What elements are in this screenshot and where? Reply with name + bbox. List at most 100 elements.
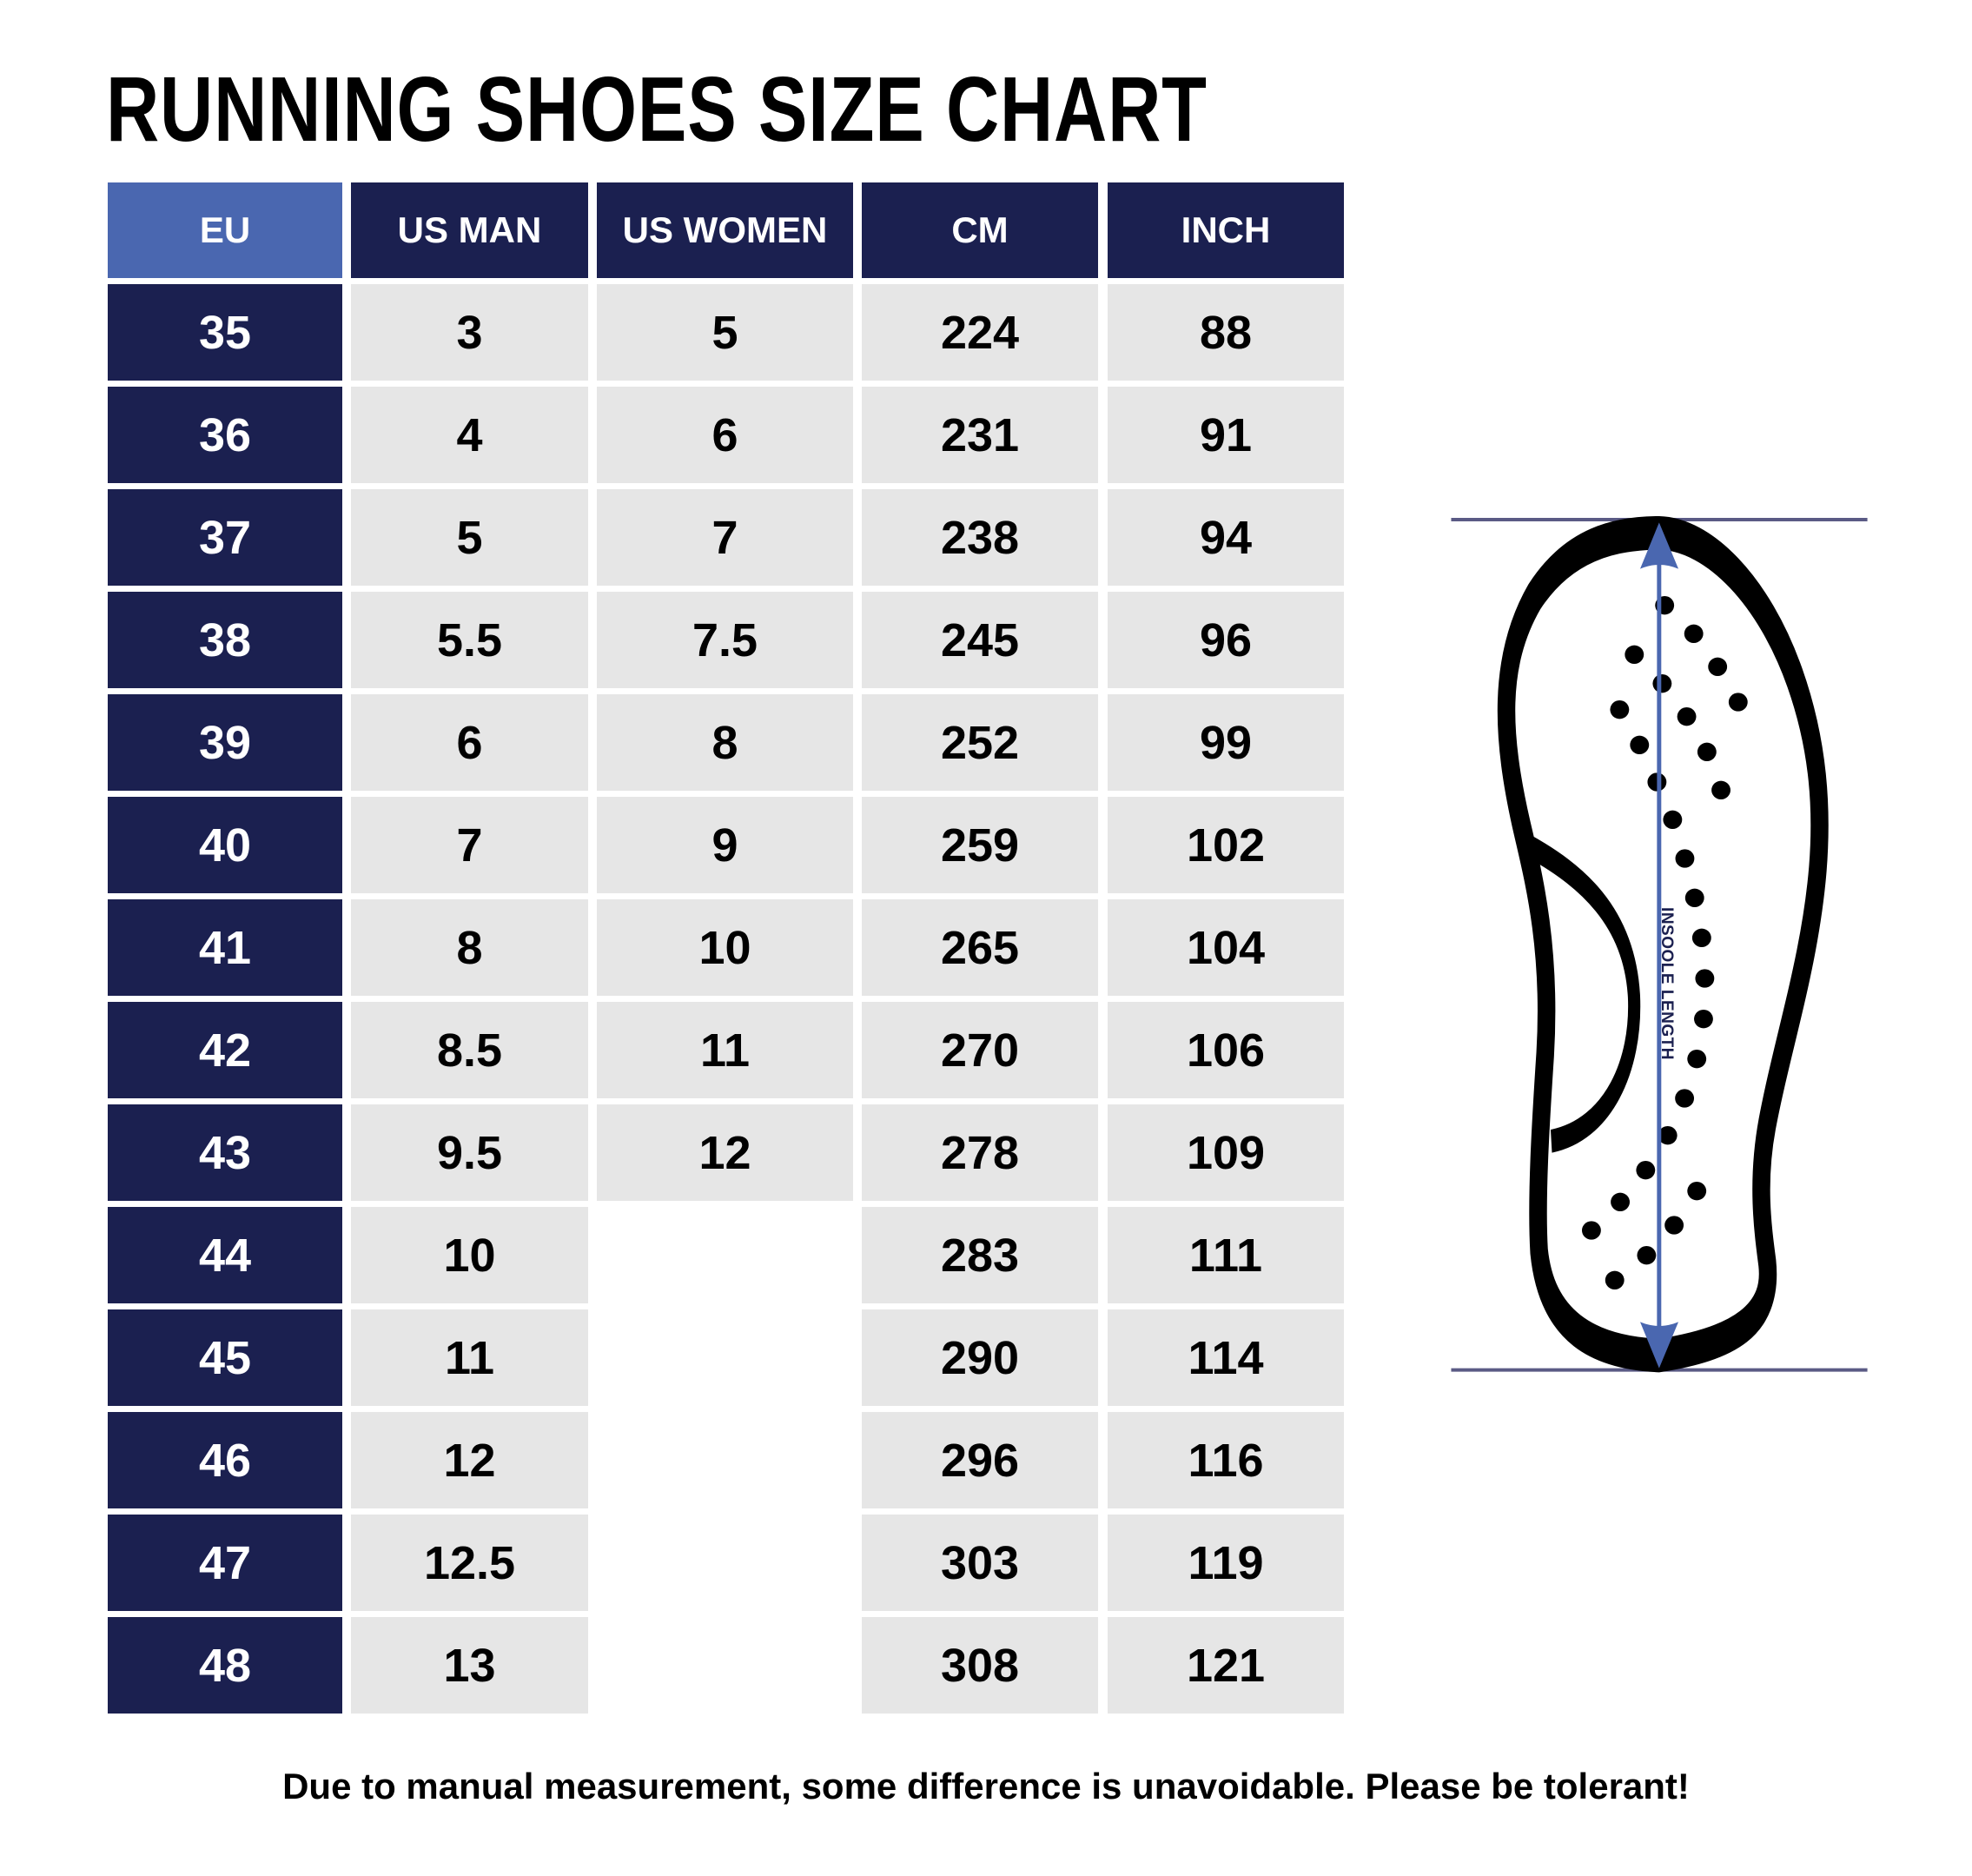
cell-cm: 224 (862, 284, 1098, 381)
cell-us-women: 6 (597, 387, 853, 483)
cell-inch: 111 (1108, 1207, 1344, 1303)
cell-us-man: 3 (351, 284, 588, 381)
insole-length-label: INSOOLE LENGTH (1658, 907, 1676, 1060)
insole-dot (1605, 1270, 1625, 1289)
cell-inch: 121 (1108, 1617, 1344, 1714)
insole-dot (1677, 707, 1697, 726)
insole-diagram (1451, 516, 1868, 1373)
cell-us-women (597, 1207, 853, 1303)
insole-dot (1581, 1221, 1601, 1240)
cell-inch: 94 (1108, 489, 1344, 586)
cell-cm: 259 (862, 797, 1098, 893)
cell-eu: 47 (108, 1515, 342, 1611)
cell-cm: 252 (862, 694, 1098, 791)
cell-inch: 106 (1108, 1002, 1344, 1098)
arrow-head-up-icon (1639, 522, 1679, 569)
cell-us-man: 5.5 (351, 592, 588, 688)
cell-us-man: 7 (351, 797, 588, 893)
cell-eu: 43 (108, 1104, 342, 1201)
cell-us-man: 11 (351, 1309, 588, 1406)
insole-dot (1687, 1050, 1707, 1069)
cell-eu: 36 (108, 387, 342, 483)
cell-cm: 265 (862, 899, 1098, 996)
insole-dot (1647, 772, 1667, 792)
insole-dot (1728, 693, 1748, 712)
cell-eu: 40 (108, 797, 342, 893)
footer-note: Due to manual measurement, some differen… (282, 1766, 1690, 1806)
insole-dot (1687, 1182, 1707, 1201)
page-title: RUNNING SHOES SIZE CHART (106, 58, 1208, 161)
cell-eu: 38 (108, 592, 342, 688)
cell-us-man: 8 (351, 899, 588, 996)
insole-dot (1675, 849, 1695, 868)
cell-us-women (597, 1309, 853, 1406)
insole-dot (1658, 1126, 1678, 1145)
header-inch: INCH (1108, 182, 1344, 278)
cell-eu: 41 (108, 899, 342, 996)
cell-us-women: 7 (597, 489, 853, 586)
cell-inch: 91 (1108, 387, 1344, 483)
insole-dot (1611, 1192, 1630, 1211)
cell-inch: 88 (1108, 284, 1344, 381)
cell-us-man: 12.5 (351, 1515, 588, 1611)
cell-us-women: 7.5 (597, 592, 853, 688)
cell-us-women: 12 (597, 1104, 853, 1201)
cell-us-man: 5 (351, 489, 588, 586)
cell-us-women: 5 (597, 284, 853, 381)
insole-dot (1610, 700, 1630, 719)
cell-eu: 48 (108, 1617, 342, 1714)
cell-cm: 308 (862, 1617, 1098, 1714)
cell-us-man: 6 (351, 694, 588, 791)
cell-eu: 46 (108, 1412, 342, 1508)
arrow-head-down-icon (1639, 1322, 1679, 1369)
cell-us-man: 10 (351, 1207, 588, 1303)
cell-cm: 231 (862, 387, 1098, 483)
header-eu: EU (108, 182, 342, 278)
header-cm: CM (862, 182, 1098, 278)
insole-dot (1684, 624, 1704, 643)
cell-eu: 44 (108, 1207, 342, 1303)
cell-cm: 296 (862, 1412, 1098, 1508)
insole-dots (1581, 596, 1748, 1289)
insole-dot (1691, 928, 1711, 947)
shoe-insole-icon (1433, 487, 1911, 1390)
insole-dot (1664, 1216, 1684, 1235)
cell-us-women: 11 (597, 1002, 853, 1098)
insole-dot (1711, 780, 1730, 799)
cell-us-man: 8.5 (351, 1002, 588, 1098)
insole-dot (1675, 1089, 1695, 1108)
cell-inch: 114 (1108, 1309, 1344, 1406)
insole-dot (1708, 657, 1728, 676)
cell-us-man: 9.5 (351, 1104, 588, 1201)
cell-inch: 96 (1108, 592, 1344, 688)
insole-dot (1652, 674, 1672, 693)
cell-cm: 238 (862, 489, 1098, 586)
cell-us-women: 10 (597, 899, 853, 996)
cell-inch: 119 (1108, 1515, 1344, 1611)
insole-dot (1694, 1010, 1713, 1029)
insole-dot (1630, 735, 1650, 754)
cell-eu: 42 (108, 1002, 342, 1098)
insole-dot (1636, 1161, 1656, 1180)
cell-cm: 245 (862, 592, 1098, 688)
cell-inch: 116 (1108, 1412, 1344, 1508)
arch-outline (1526, 834, 1641, 1153)
cell-inch: 104 (1108, 899, 1344, 996)
header-us-man: US MAN (351, 182, 588, 278)
cell-inch: 99 (1108, 694, 1344, 791)
cell-us-man: 4 (351, 387, 588, 483)
cell-cm: 270 (862, 1002, 1098, 1098)
cell-us-women (597, 1515, 853, 1611)
cell-us-women: 9 (597, 797, 853, 893)
cell-inch: 109 (1108, 1104, 1344, 1201)
insole-dot (1663, 810, 1683, 829)
cell-us-man: 13 (351, 1617, 588, 1714)
insole-dot (1637, 1246, 1657, 1265)
cell-eu: 37 (108, 489, 342, 586)
cell-us-women (597, 1412, 853, 1508)
cell-us-women: 8 (597, 694, 853, 791)
cell-us-women (597, 1617, 853, 1714)
header-us-women: US WOMEN (597, 182, 853, 278)
cell-cm: 290 (862, 1309, 1098, 1406)
cell-cm: 278 (862, 1104, 1098, 1201)
